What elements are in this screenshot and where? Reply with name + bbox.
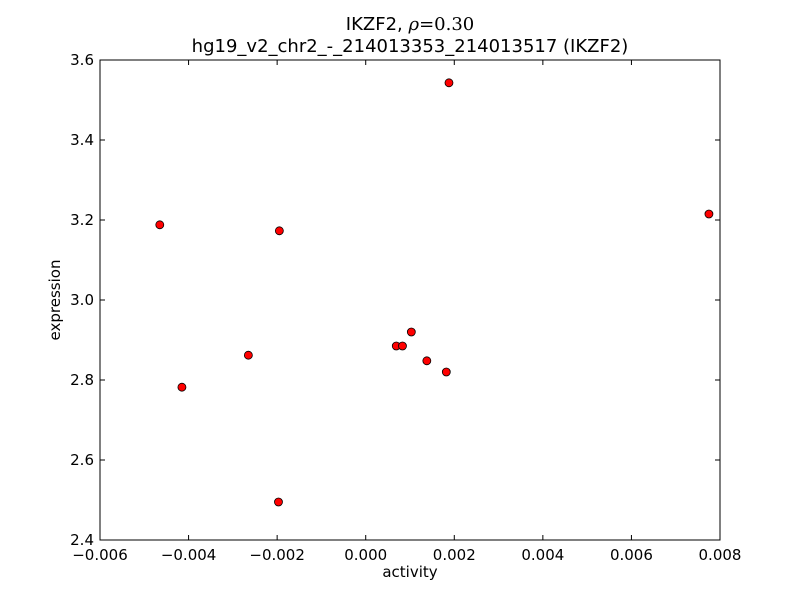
chart-title-line2: hg19_v2_chr2_-_214013353_214013517 (IKZF…: [192, 36, 629, 57]
chart-title-line1: IKZF2, ρ=0.30: [346, 14, 474, 35]
y-tick-label: 2.8: [70, 371, 94, 389]
y-tick-label: 2.4: [70, 531, 94, 549]
x-axis-label: activity: [382, 563, 437, 581]
x-tick-label: 0.008: [699, 546, 742, 564]
x-tick-label: −0.006: [72, 546, 128, 564]
data-point: [398, 341, 407, 351]
y-tick-label: 3.4: [70, 131, 94, 149]
data-point: [441, 367, 451, 377]
plot-area-frame: [99, 59, 721, 541]
x-tick-label: 0.000: [344, 546, 387, 564]
y-tick-label: 2.6: [70, 451, 94, 469]
y-axis-label: expression: [46, 260, 64, 341]
y-tick-label: 3.0: [70, 291, 94, 309]
x-tick-label: −0.002: [249, 546, 305, 564]
y-tick-label: 3.2: [70, 211, 94, 229]
x-tick-label: −0.004: [161, 546, 217, 564]
data-point: [422, 356, 432, 366]
data-point: [704, 209, 714, 219]
data-point: [444, 78, 454, 88]
data-point: [274, 226, 284, 236]
points-layer: [155, 78, 714, 507]
y-tick-label: 3.6: [70, 51, 94, 69]
x-tick-label: 0.006: [610, 546, 653, 564]
data-point: [406, 327, 416, 337]
data-point: [177, 382, 187, 392]
x-tick-label: 0.002: [433, 546, 476, 564]
ticks-layer: −0.006 −0.004 −0.002 0.000 0.002 0.004 0.006 0.…: [70, 51, 741, 564]
data-point: [274, 497, 283, 507]
data-point: [243, 350, 253, 360]
data-point: [155, 220, 165, 230]
x-tick-label: 0.004: [521, 546, 564, 564]
